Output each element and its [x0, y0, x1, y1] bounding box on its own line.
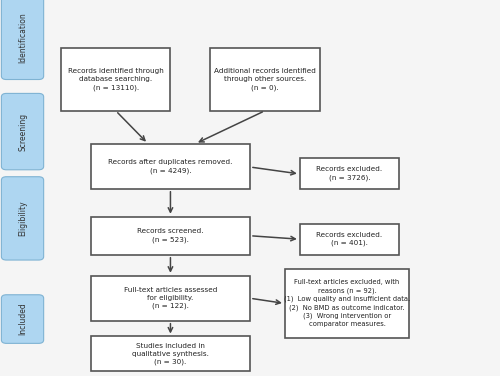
FancyBboxPatch shape	[285, 269, 409, 338]
FancyBboxPatch shape	[300, 158, 399, 189]
Text: Studies included in
qualitative synthesis.
(n = 30).: Studies included in qualitative synthesi…	[132, 343, 209, 365]
FancyBboxPatch shape	[91, 144, 250, 189]
Text: Full-text articles assessed
for eligibility.
(n = 122).: Full-text articles assessed for eligibil…	[124, 287, 217, 309]
FancyBboxPatch shape	[2, 93, 43, 170]
FancyBboxPatch shape	[61, 48, 170, 111]
Text: Included: Included	[18, 303, 28, 335]
Text: Identification: Identification	[18, 12, 28, 63]
Text: Additional records identified
through other sources.
(n = 0).: Additional records identified through ot…	[214, 68, 316, 91]
Text: Eligibility: Eligibility	[18, 200, 28, 236]
FancyBboxPatch shape	[91, 217, 250, 255]
FancyBboxPatch shape	[2, 0, 43, 79]
Text: Records excluded.
(n = 3726).: Records excluded. (n = 3726).	[316, 166, 382, 180]
FancyBboxPatch shape	[91, 337, 250, 371]
Text: Records after duplicates removed.
(n = 4249).: Records after duplicates removed. (n = 4…	[108, 159, 232, 174]
FancyBboxPatch shape	[91, 276, 250, 321]
FancyBboxPatch shape	[300, 224, 399, 255]
Text: Records screened.
(n = 523).: Records screened. (n = 523).	[137, 229, 203, 243]
FancyBboxPatch shape	[2, 295, 43, 343]
Text: Records excluded.
(n = 401).: Records excluded. (n = 401).	[316, 232, 382, 246]
FancyBboxPatch shape	[2, 177, 43, 260]
Text: Screening: Screening	[18, 112, 28, 151]
Text: Full-text articles excluded, with
reasons (n = 92).
(1)  Low quality and insuffi: Full-text articles excluded, with reason…	[284, 279, 410, 327]
Text: Records identified through
database searching.
(n = 13110).: Records identified through database sear…	[68, 68, 164, 91]
FancyBboxPatch shape	[210, 48, 320, 111]
